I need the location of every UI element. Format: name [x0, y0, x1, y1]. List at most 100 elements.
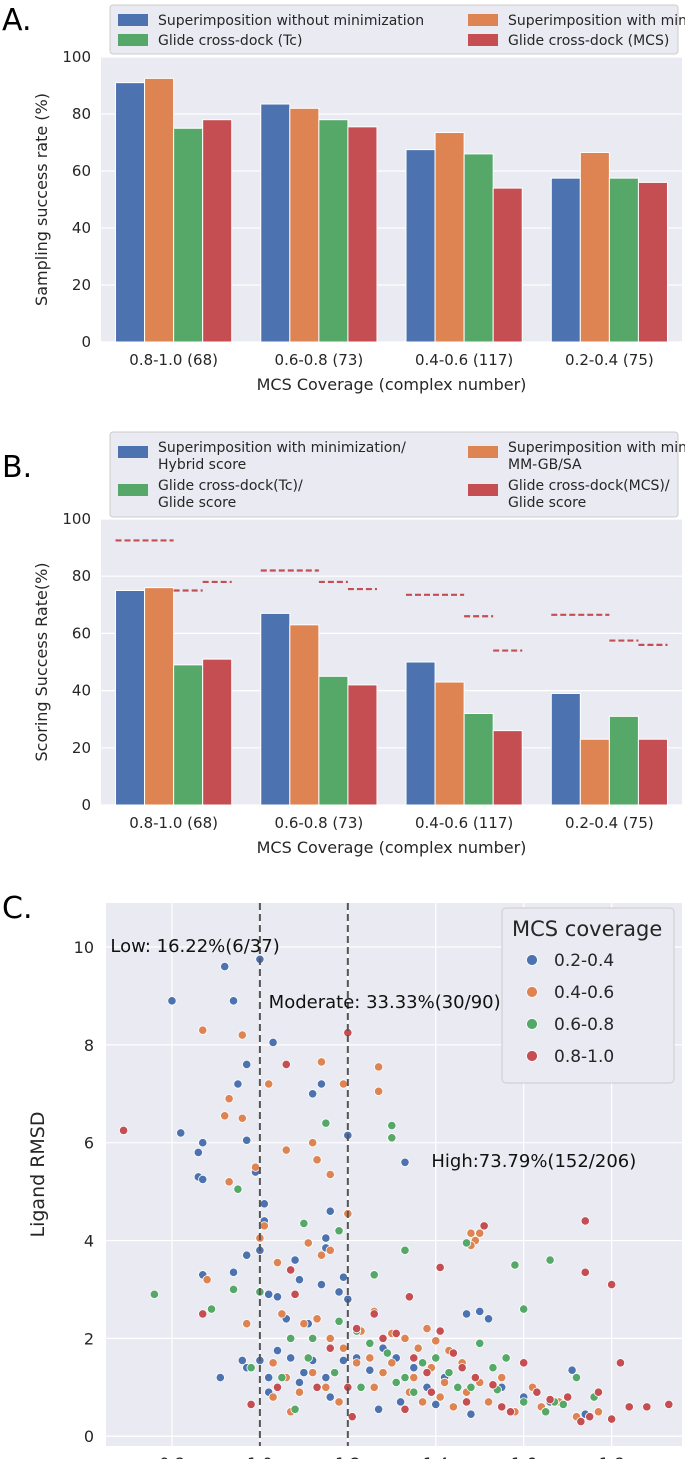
scatter-point — [242, 1250, 252, 1260]
scatter-point — [321, 1382, 331, 1392]
scatter-point — [286, 1265, 296, 1275]
panel-label-b: B. — [2, 450, 32, 485]
scatter-point — [413, 1343, 423, 1353]
scatter-point — [461, 1397, 472, 1407]
bar — [579, 151, 610, 343]
scatter-point — [338, 1343, 349, 1353]
scatter-point — [664, 1399, 674, 1410]
legend-marker — [526, 986, 538, 998]
legend-swatch — [468, 484, 498, 496]
scatter-point — [409, 1372, 419, 1383]
scatter-point — [439, 1377, 450, 1388]
scatter-point — [272, 1257, 283, 1268]
legend-label: Glide cross-dock (Tc) — [158, 33, 302, 49]
legend-swatch — [118, 484, 148, 496]
y-tick-label: 0 — [81, 796, 91, 814]
legend-swatch — [468, 14, 498, 26]
scatter-point — [400, 1372, 410, 1383]
legend-label: Superimposition with minimization/ — [158, 440, 406, 456]
scatter-point — [290, 1404, 300, 1414]
bar — [434, 132, 465, 343]
y-tick-label: 60 — [72, 624, 91, 642]
legend-swatch — [118, 34, 148, 46]
bar — [202, 658, 233, 806]
scatter-point — [334, 1316, 344, 1326]
bar — [347, 684, 378, 806]
annotation: Low: 16.22%(6/37) — [110, 936, 279, 957]
x-tick-label: 0.6-0.8 (73) — [275, 351, 364, 369]
scatter-point — [206, 1304, 217, 1314]
x-axis-label: MCS Coverage (complex number) — [257, 838, 527, 857]
bar — [637, 738, 668, 806]
scatter-point — [431, 1399, 441, 1410]
scatter-point — [228, 996, 239, 1006]
scatter-point — [264, 1079, 274, 1089]
scatter-point — [272, 1292, 283, 1302]
scatter-point — [453, 1382, 463, 1392]
scatter-point — [422, 1323, 432, 1334]
scatter-point — [457, 1363, 467, 1373]
scatter-point — [220, 1111, 230, 1121]
scatter-point — [272, 1382, 283, 1392]
bar — [608, 177, 639, 343]
scatter-point — [237, 1113, 247, 1123]
bar — [173, 127, 204, 343]
scatter-point — [321, 1118, 331, 1128]
scatter-point — [308, 1138, 318, 1148]
scatter-point — [501, 1353, 511, 1363]
x-tick-label: 0.4-0.6 (117) — [415, 351, 513, 369]
scatter-point — [242, 1319, 252, 1329]
scatter-point — [519, 1397, 529, 1407]
scatter-point — [545, 1394, 555, 1405]
scatter-point — [316, 1079, 327, 1089]
scatter-point — [475, 1338, 485, 1348]
chart-c-scatter: 0.8 1.0 1.2 1.4 1.6 1.8 0 2 4 6 8 10 Low: 16.22%(6/3… — [27, 903, 682, 1459]
x-axis-label: Hybrid Score — [333, 1457, 455, 1459]
y-tick-label: 6 — [84, 1134, 94, 1153]
scatter-point — [246, 1363, 256, 1373]
scatter-point — [334, 1226, 344, 1236]
scatter-point — [352, 1323, 362, 1334]
scatter-point — [321, 1372, 331, 1383]
scatter-point — [391, 1328, 401, 1339]
scatter-point — [378, 1368, 388, 1378]
scatter-point — [417, 1397, 428, 1407]
y-tick-label: 80 — [72, 567, 91, 585]
legend-marker — [526, 1050, 538, 1062]
scatter-point — [224, 1094, 234, 1104]
scatter-point — [118, 1125, 129, 1136]
bar — [550, 692, 581, 806]
scatter-point — [325, 1343, 335, 1353]
scatter-point — [374, 1062, 384, 1072]
x-tick-label: 1.8 — [599, 1454, 624, 1459]
y-axis-label: Ligand RMSD — [27, 1112, 49, 1238]
scatter-point — [475, 1228, 485, 1238]
legend-label: Superimposition with minimization — [508, 13, 685, 29]
scatter-point — [435, 1262, 445, 1273]
legend-label: MM-GB/SA — [508, 457, 582, 473]
scatter-point — [483, 1397, 494, 1407]
scatter-point — [308, 1333, 318, 1343]
scatter-point — [519, 1304, 529, 1314]
scatter-point — [541, 1407, 551, 1417]
y-tick-label: 0 — [84, 1427, 94, 1446]
scatter-point — [290, 1289, 300, 1299]
bar — [608, 715, 639, 806]
scatter-point — [215, 1372, 225, 1383]
scatter-point — [607, 1279, 617, 1290]
legend-label: 0.8-1.0 — [554, 1047, 614, 1067]
scatter-point — [264, 1289, 274, 1299]
scatter-point — [488, 1380, 498, 1390]
y-axis-label: Scoring Success Rate(%) — [32, 562, 51, 761]
scatter-point — [202, 1275, 212, 1285]
scatter-point — [264, 1372, 274, 1383]
scatter-point — [242, 1135, 252, 1145]
bar — [260, 612, 291, 806]
annotation: High:73.79%(152/206) — [431, 1151, 636, 1172]
scatter-point — [422, 1368, 432, 1378]
scatter-point — [286, 1353, 296, 1363]
bar — [492, 187, 523, 343]
legend-label: Glide cross-dock(MCS)/ — [508, 478, 670, 494]
scatter-point — [272, 1346, 283, 1356]
legend-swatch — [118, 14, 148, 26]
